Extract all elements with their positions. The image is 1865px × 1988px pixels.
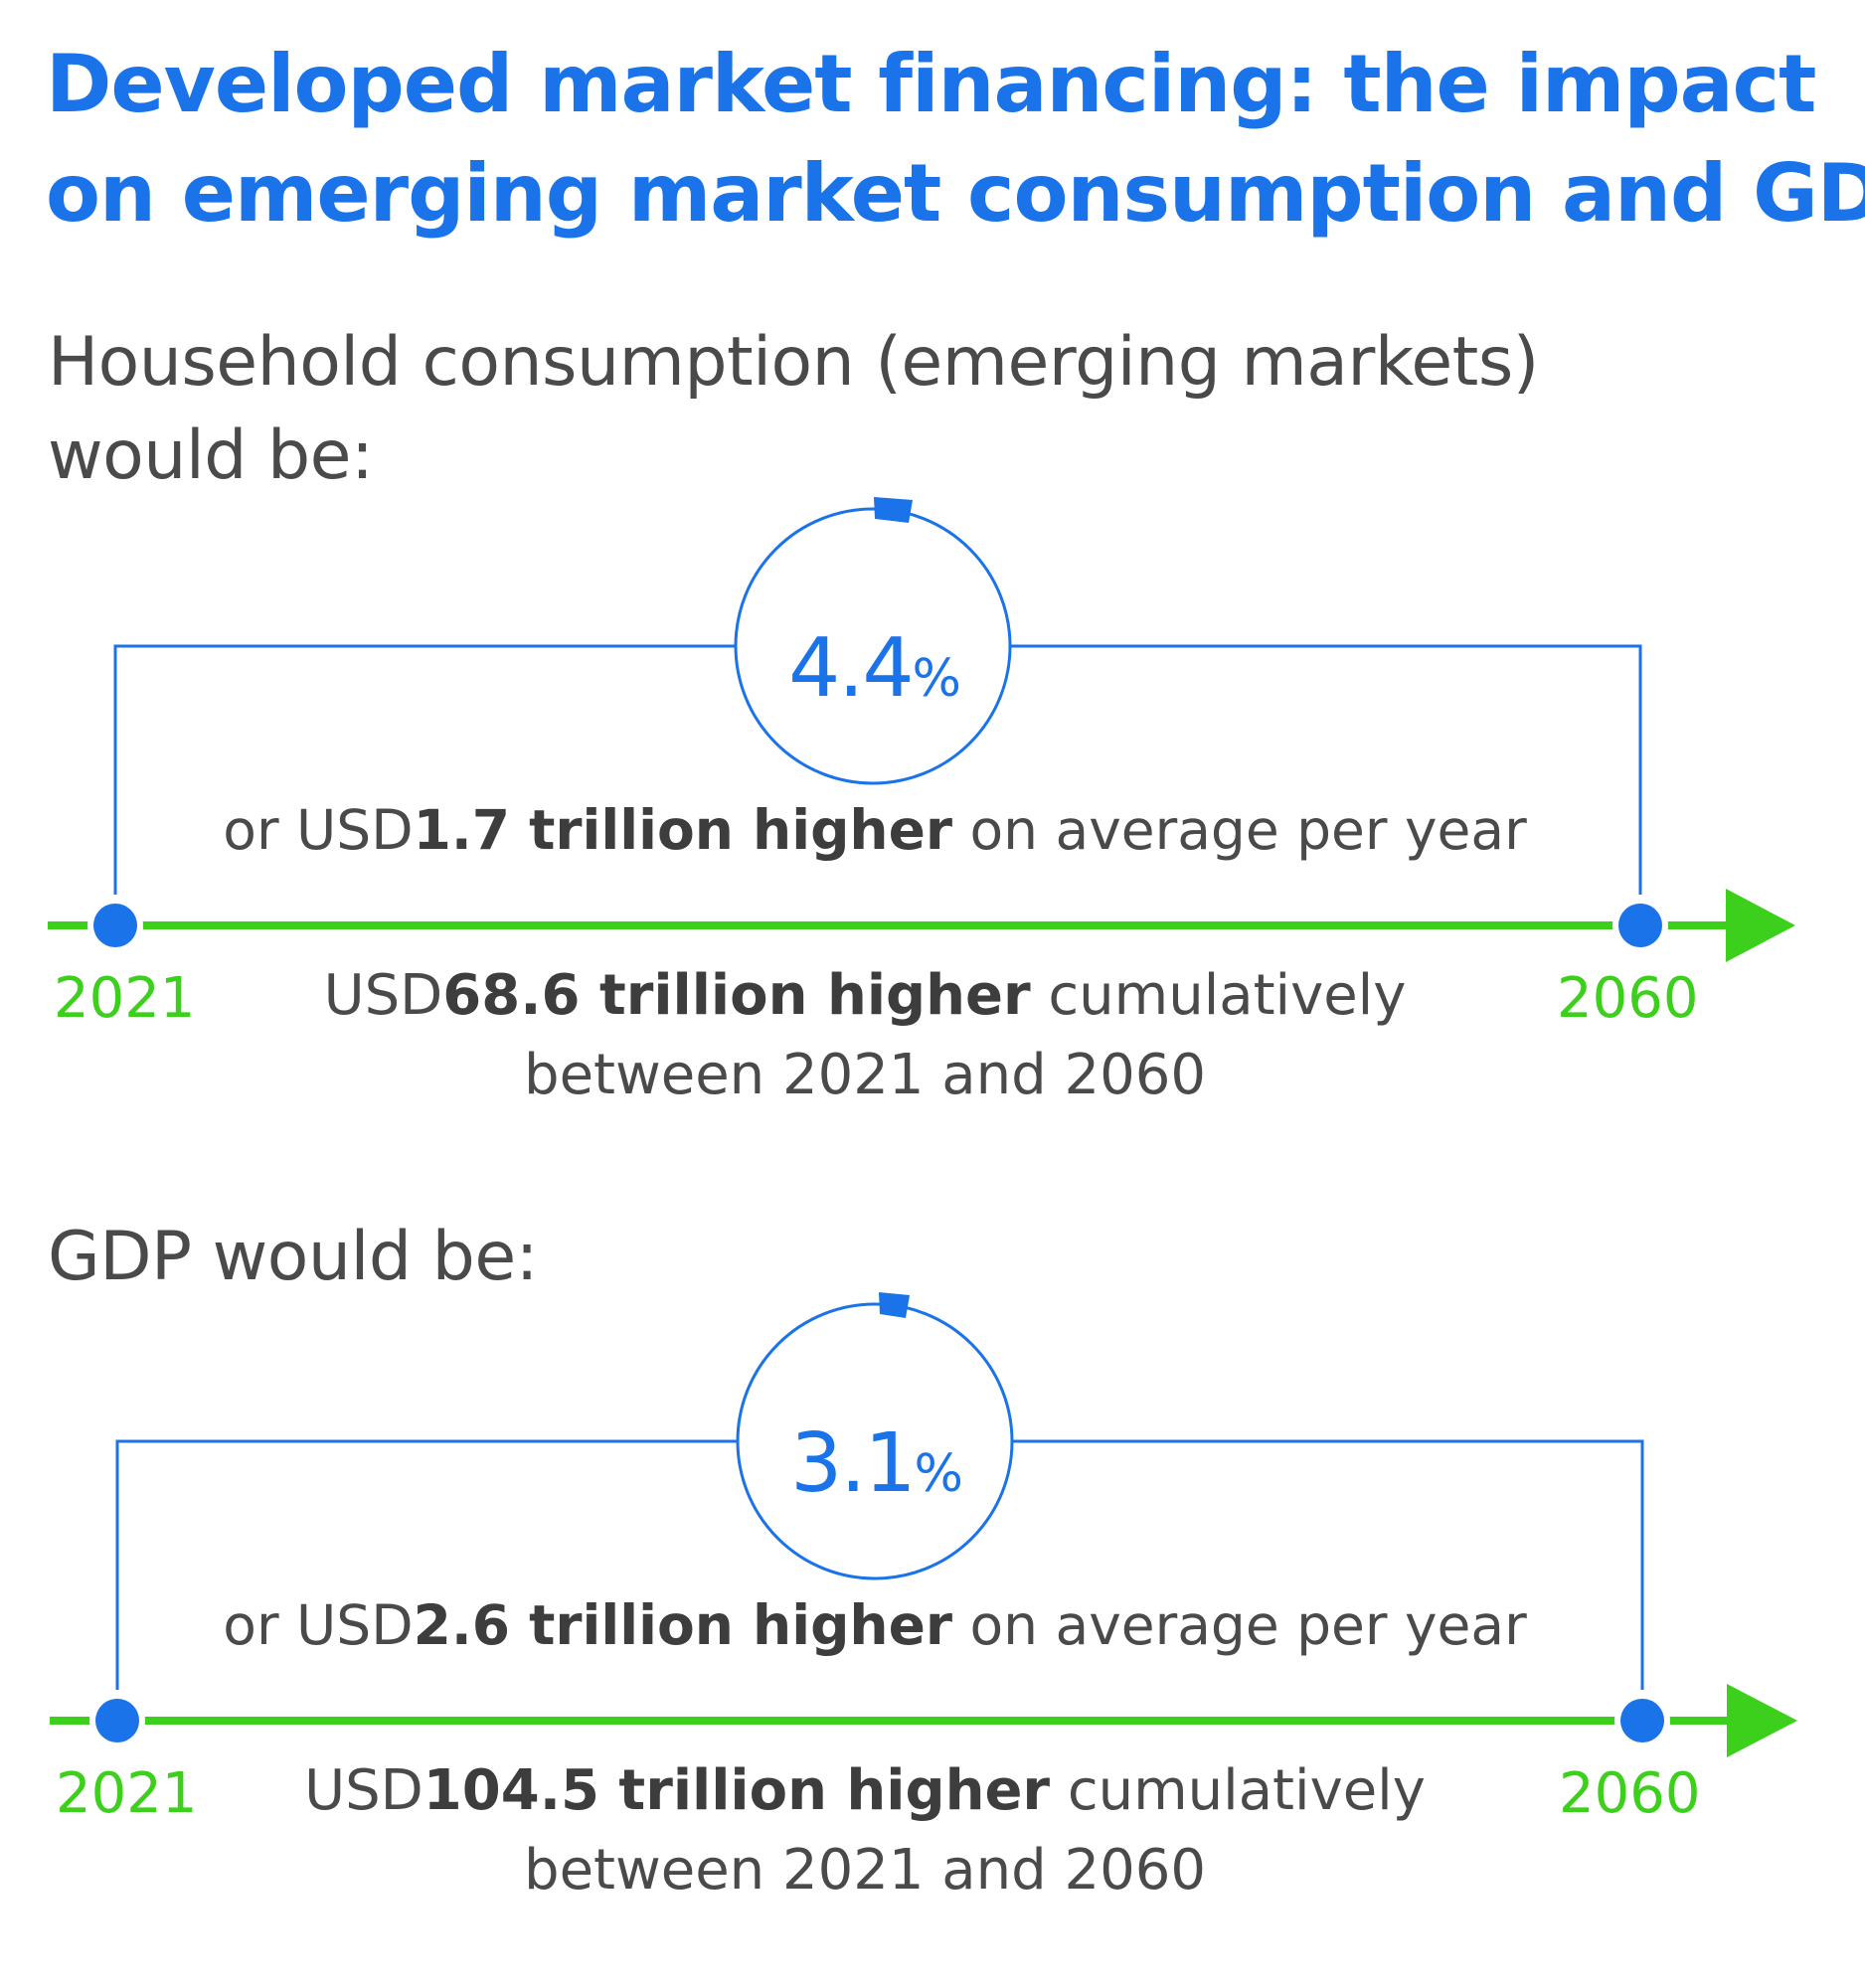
household-percent-unit: % xyxy=(912,649,961,709)
household-start-year: 2021 xyxy=(54,966,196,1031)
household-start-dot xyxy=(93,904,137,947)
household-end-year: 2060 xyxy=(1557,966,1699,1031)
household-heading-line-2: would be: xyxy=(48,416,374,495)
gdp-percent: 3.1% xyxy=(738,1409,1016,1519)
household-percent-ring xyxy=(734,507,1012,785)
household-cumulative-suffix: cumulatively xyxy=(1030,963,1407,1028)
household-cumulative-bold: 68.6 trillion higher xyxy=(442,963,1031,1028)
gdp-timeline-graphic xyxy=(50,1292,1797,1757)
household-cumulative-prefix: USD xyxy=(323,963,443,1028)
gdp-start-year: 2021 xyxy=(56,1761,198,1826)
gdp-timeline-arrow-icon xyxy=(1727,1684,1797,1757)
household-average-bold: 1.7 trillion higher xyxy=(413,798,953,862)
gdp-cumulative-line-1: USD104.5 trillion higher cumulatively xyxy=(258,1751,1471,1831)
household-percent: 4.4% xyxy=(736,614,1014,724)
household-cumulative-text: USD68.6 trillion higher cumulatively bet… xyxy=(258,956,1471,1115)
household-ring-marker-icon xyxy=(874,497,913,523)
gdp-heading-line-1: GDP would be: xyxy=(48,1218,539,1296)
gdp-cumulative-bold: 104.5 trillion higher xyxy=(423,1758,1051,1823)
household-percent-value: 4.4 xyxy=(788,621,914,716)
household-average-prefix: or USD xyxy=(223,798,414,862)
household-end-dot xyxy=(1618,904,1662,947)
gdp-average-prefix: or USD xyxy=(223,1593,414,1657)
gdp-ring-marker-icon xyxy=(879,1292,910,1318)
household-consumption-infographic: 4.4% or USD1.7 trillion higher on averag… xyxy=(0,497,1865,1107)
household-heading-line-1: Household consumption (emerging markets) xyxy=(48,323,1539,402)
gdp-cumulative-prefix: USD xyxy=(304,1758,424,1823)
title-line-1: Developed market financing: the impact xyxy=(46,38,1816,130)
gdp-average-text: or USD2.6 trillion higher on average per… xyxy=(99,1590,1650,1660)
gdp-percent-ring xyxy=(736,1302,1014,1580)
gdp-percent-value: 3.1 xyxy=(790,1416,916,1511)
gdp-cumulative-text: USD104.5 trillion higher cumulatively be… xyxy=(258,1751,1471,1910)
gdp-infographic: 3.1% or USD2.6 trillion higher on averag… xyxy=(0,1292,1865,1903)
household-bracket xyxy=(113,644,1642,895)
gdp-average-bold: 2.6 trillion higher xyxy=(413,1593,953,1657)
household-consumption-heading: Household consumption (emerging markets)… xyxy=(48,316,1539,503)
gdp-heading: GDP would be: xyxy=(48,1211,539,1304)
gdp-percent-unit: % xyxy=(914,1444,963,1504)
gdp-start-dot xyxy=(95,1699,139,1742)
gdp-end-year: 2060 xyxy=(1559,1761,1701,1826)
gdp-bracket xyxy=(115,1439,1644,1690)
household-timeline-graphic xyxy=(48,497,1795,962)
title-line-2: on emerging market consumption and GDP xyxy=(46,147,1865,240)
gdp-average-suffix: on average per year xyxy=(952,1593,1527,1657)
gdp-cumulative-line-2: between 2021 and 2060 xyxy=(524,1838,1206,1903)
household-timeline-arrow-icon xyxy=(1726,889,1795,962)
gdp-end-dot xyxy=(1620,1699,1664,1742)
household-cumulative-line-2: between 2021 and 2060 xyxy=(524,1043,1206,1107)
household-average-suffix: on average per year xyxy=(952,798,1527,862)
household-cumulative-line-1: USD68.6 trillion higher cumulatively xyxy=(258,956,1471,1036)
gdp-cumulative-suffix: cumulatively xyxy=(1050,1758,1426,1823)
household-average-text: or USD1.7 trillion higher on average per… xyxy=(99,795,1650,865)
page-title: Developed market financing: the impact o… xyxy=(46,30,1865,248)
